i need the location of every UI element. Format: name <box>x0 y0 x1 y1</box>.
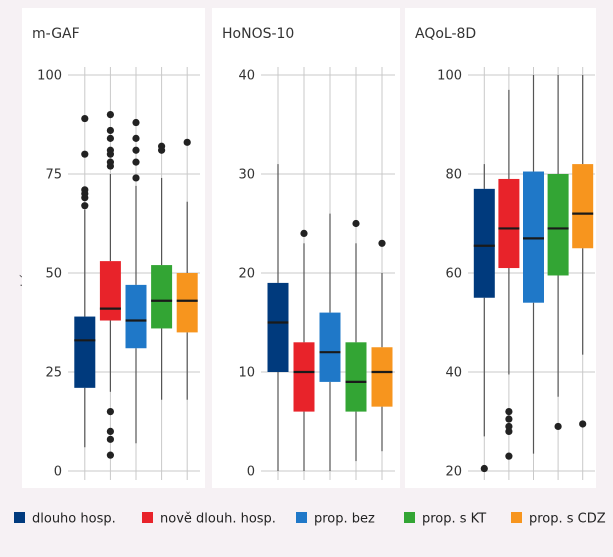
y-tick-label: 0 <box>247 465 255 480</box>
panel-1: m-GAF 0 25 50 75 100 <box>22 8 205 488</box>
box-iqr <box>473 188 495 298</box>
panel-title: HoNOS-10 <box>222 26 294 42</box>
legend-label: dlouho hosp. <box>32 512 116 527</box>
outlier-point <box>106 146 114 154</box>
outlier-point <box>106 408 114 416</box>
outlier-point <box>505 427 513 435</box>
box-iqr <box>547 174 569 276</box>
outlier-point <box>352 219 360 228</box>
box-iqr <box>176 273 198 333</box>
outlier-point <box>106 158 114 166</box>
outlier-point <box>81 202 89 210</box>
legend-label: prop. s CDZ <box>529 512 606 527</box>
legend-swatch <box>14 512 25 523</box>
outlier-point <box>106 427 114 435</box>
outlier-point <box>480 464 488 473</box>
y-tick-label: 10 <box>238 366 255 381</box>
y-tick-label: 20 <box>445 465 462 480</box>
panel-2: HoNOS-10 0 10 20 30 40 <box>212 8 400 488</box>
box-4 <box>345 219 367 462</box>
box-iqr <box>319 312 341 382</box>
box-iqr <box>498 178 520 269</box>
box-5 <box>371 239 393 452</box>
panel-title: AQoL-8D <box>415 26 476 42</box>
box-5 <box>176 138 198 400</box>
legend-item-2: nově dlouh. hosp. <box>142 512 276 527</box>
outlier-point <box>183 138 191 146</box>
outlier-point <box>505 452 513 460</box>
legend-item-5: prop. s CDZ <box>511 512 606 527</box>
box-5 <box>572 75 594 428</box>
box-1 <box>473 164 495 473</box>
box-iqr <box>151 265 173 329</box>
y-tick-label: 40 <box>238 69 255 84</box>
y-tick-label: 30 <box>238 168 255 183</box>
outlier-point <box>505 422 513 431</box>
box-2 <box>99 111 121 459</box>
legend-swatch <box>142 512 153 523</box>
y-tick-label: 100 <box>437 69 462 84</box>
y-tick-label: 40 <box>445 366 462 381</box>
outlier-point <box>300 229 308 237</box>
box-iqr <box>523 171 544 303</box>
outlier-point <box>132 118 140 127</box>
outlier-point <box>505 408 513 416</box>
y-tick-label: 20 <box>238 267 255 282</box>
outlier-point <box>106 126 114 135</box>
box-iqr <box>371 347 393 407</box>
outlier-point <box>106 134 114 142</box>
box-1 <box>74 114 96 448</box>
box-iqr <box>74 316 96 388</box>
outlier-point <box>505 415 513 423</box>
outlier-point <box>106 111 114 119</box>
box-4 <box>151 142 173 400</box>
outlier-point <box>378 239 386 247</box>
outlier-point <box>132 134 140 142</box>
legend-swatch <box>511 512 522 523</box>
box-2 <box>293 229 315 471</box>
y-tick-label: 25 <box>45 366 62 381</box>
legend-item-3: prop. bez <box>296 512 375 527</box>
outlier-point <box>132 146 140 154</box>
panel-3: AQoL-8D 20 40 60 80 100 <box>405 8 596 488</box>
outlier-point <box>554 422 562 431</box>
y-tick-label: 75 <box>45 168 62 183</box>
box-iqr <box>345 342 367 412</box>
legend-item-4: prop. s KT <box>404 512 486 527</box>
box-iqr <box>125 284 147 349</box>
outlier-point <box>132 174 140 182</box>
box-3 <box>523 75 544 454</box>
box-3 <box>319 213 341 471</box>
box-1 <box>267 164 289 471</box>
outlier-point <box>132 158 140 166</box>
box-2 <box>498 89 520 460</box>
legend-item-1: dlouho hosp. <box>14 512 116 527</box>
box-iqr <box>267 282 289 372</box>
legend-label: prop. bez <box>314 512 375 527</box>
y-tick-label: 60 <box>445 267 462 282</box>
outlier-point <box>81 150 89 158</box>
box-3 <box>125 118 147 444</box>
box-iqr <box>293 342 315 412</box>
legend-swatch <box>296 512 307 523</box>
box-iqr <box>572 164 594 249</box>
panel-background <box>22 8 205 488</box>
legend-label: nově dlouh. hosp. <box>160 512 276 527</box>
outlier-point <box>81 186 89 194</box>
box-iqr <box>99 261 121 321</box>
outlier-point <box>81 114 89 123</box>
panel-title: m-GAF <box>32 26 80 42</box>
legend-swatch <box>404 512 415 523</box>
legend-label: prop. s KT <box>422 512 486 527</box>
outlier-point <box>106 451 114 459</box>
y-tick-label: 50 <box>45 267 62 282</box>
y-tick-label: 80 <box>445 168 462 183</box>
box-4 <box>547 75 569 431</box>
outlier-point <box>579 420 587 428</box>
y-tick-label: 0 <box>54 465 62 480</box>
y-tick-label: 100 <box>37 69 62 84</box>
outlier-point <box>106 435 114 443</box>
outlier-point <box>158 142 166 150</box>
